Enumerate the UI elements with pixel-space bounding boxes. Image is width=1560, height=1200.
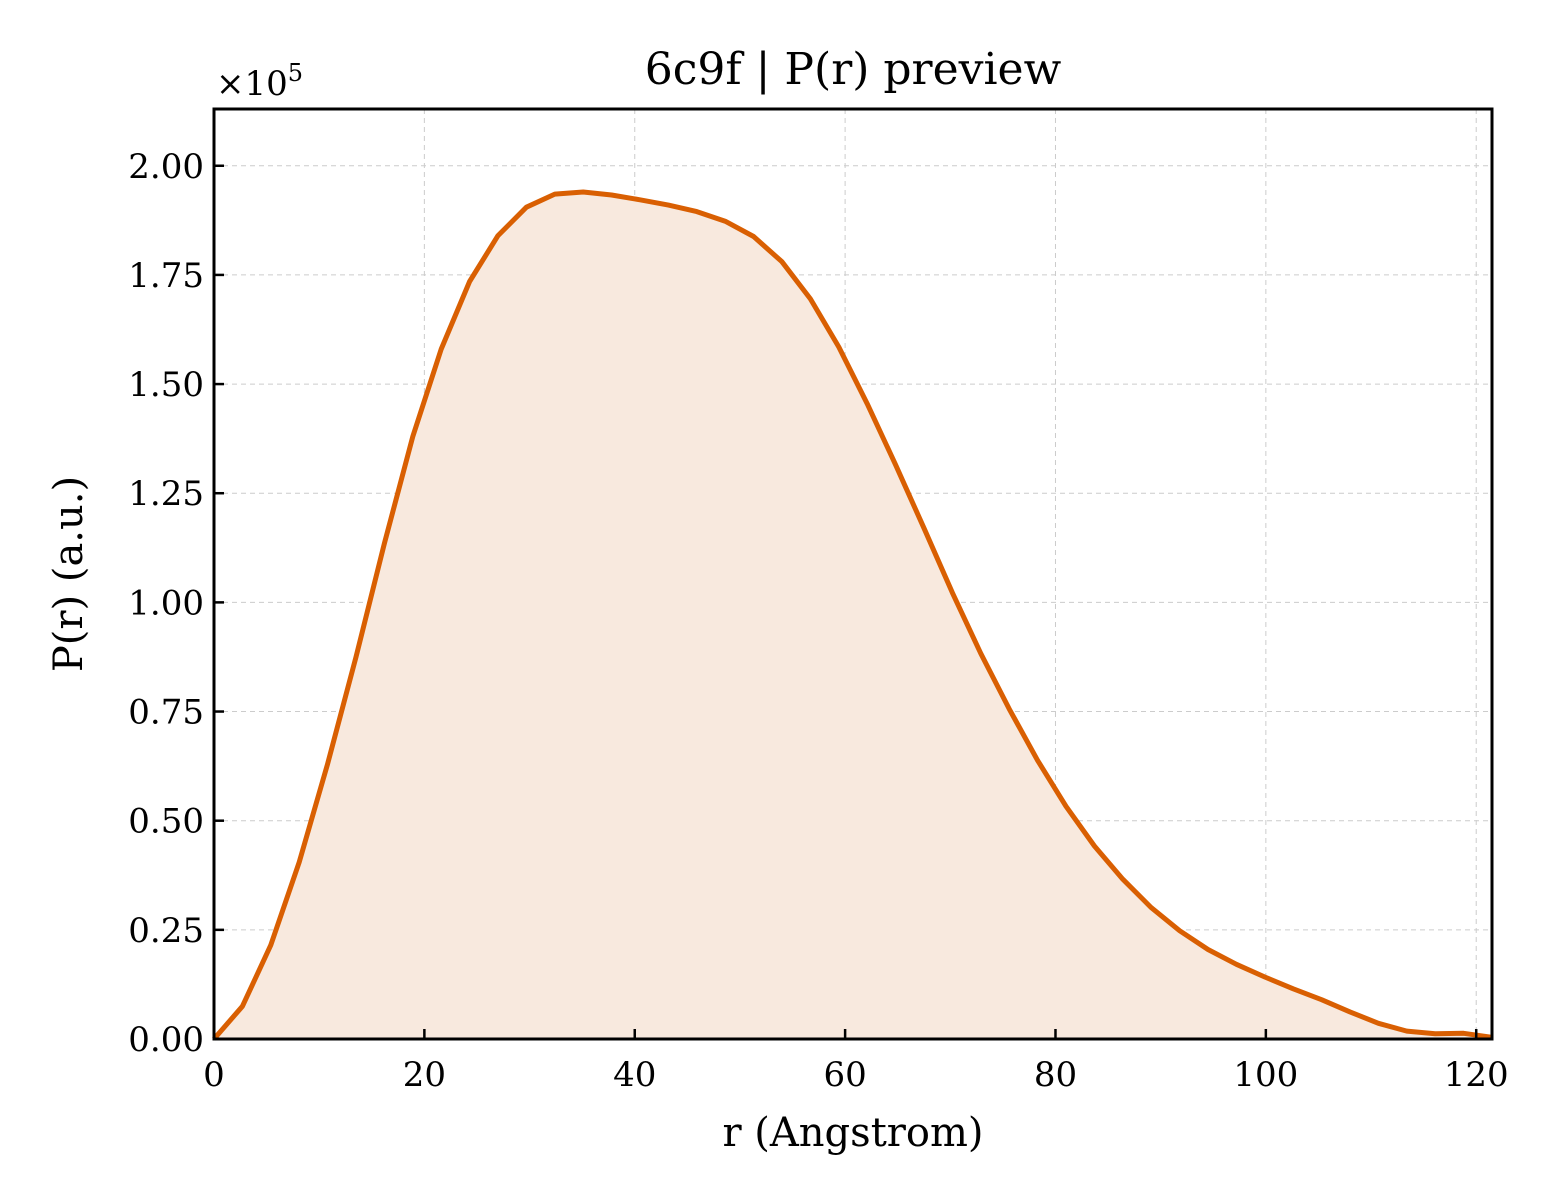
x-tick-label: 100 xyxy=(1233,1055,1298,1095)
series-line xyxy=(212,189,1493,1041)
y-tick-label: 0.25 xyxy=(128,911,204,951)
x-tick-label: 80 xyxy=(1034,1055,1077,1095)
x-tick-label: 60 xyxy=(823,1055,866,1095)
axis-ticks: 0 20 40 60 80 100 120 0.00 0.25 0.50 0.75 1.00 1.25 1… xyxy=(128,147,1508,1095)
x-tick-label: 0 xyxy=(203,1055,225,1095)
x-axis-label: r (Angstrom) xyxy=(722,1110,983,1156)
y-tick-label: 1.75 xyxy=(128,256,204,296)
plot-frame xyxy=(212,107,1494,1041)
y-tick-label: 0.00 xyxy=(128,1020,204,1060)
y-tick-label: 0.50 xyxy=(128,802,204,842)
x-tick-label: 40 xyxy=(613,1055,656,1095)
y-axis-label: P(r) (a.u.) xyxy=(46,476,92,672)
y-tick-label: 2.00 xyxy=(128,147,204,187)
y-multiplier-exponent: 5 xyxy=(288,59,303,87)
series-area-fill xyxy=(214,192,1492,1039)
x-tick-label: 120 xyxy=(1444,1055,1509,1095)
y-tick-label: 1.25 xyxy=(128,474,204,514)
y-tick-label: 1.00 xyxy=(128,583,204,623)
x-tick-label: 20 xyxy=(403,1055,446,1095)
y-tick-label: 1.50 xyxy=(128,365,204,405)
y-tick-label: 0.75 xyxy=(128,693,204,733)
chart-title: 6c9f | P(r) preview xyxy=(645,44,1062,95)
y-multiplier-label: ×105 xyxy=(216,59,303,104)
